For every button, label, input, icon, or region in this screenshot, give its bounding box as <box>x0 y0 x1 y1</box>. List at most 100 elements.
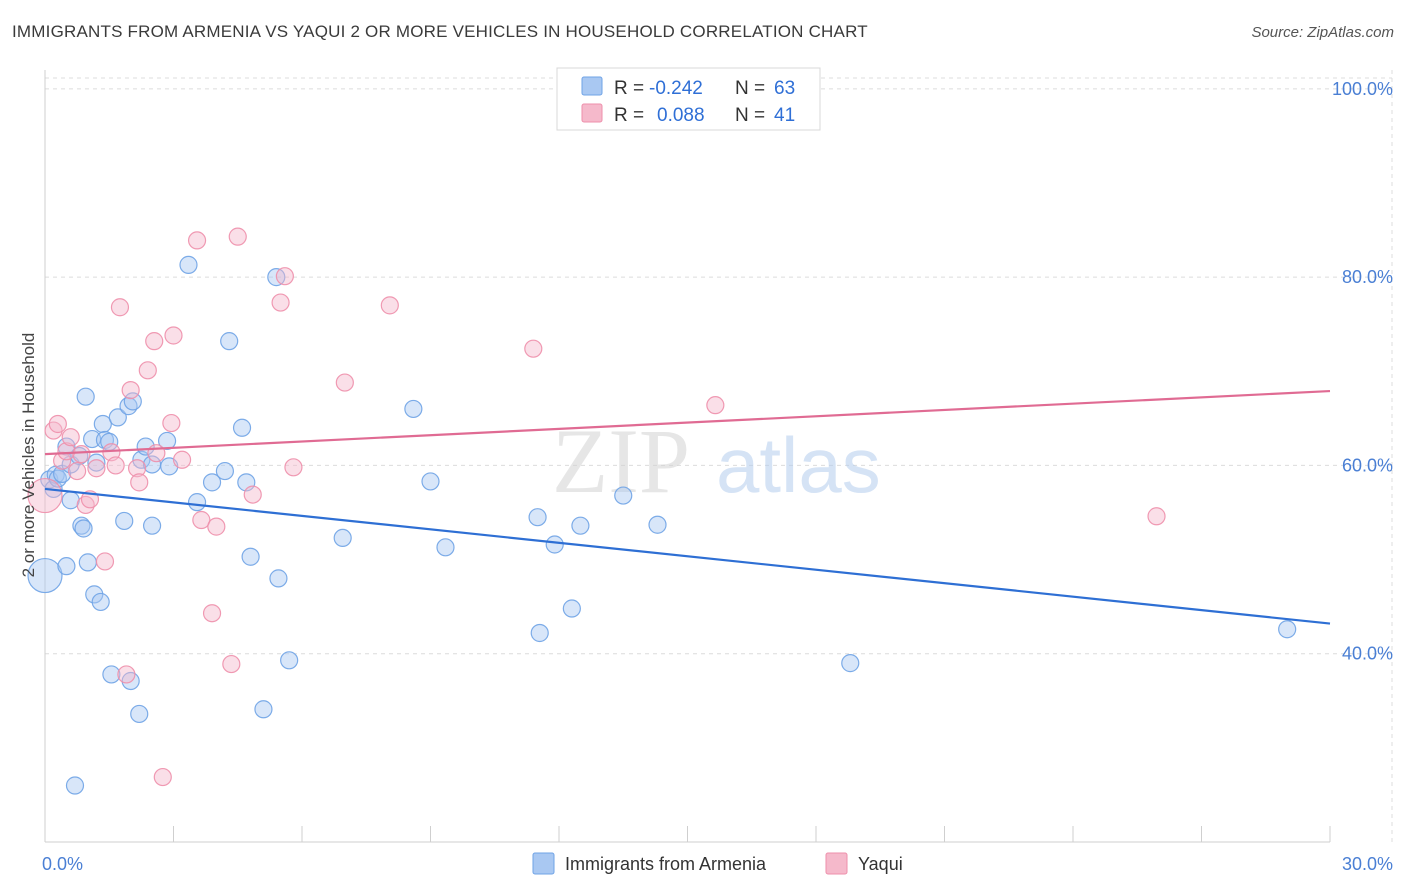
point-armenia-55 <box>562 599 581 618</box>
legend-n-label-yaqui: N = <box>735 105 765 126</box>
grid-lines <box>45 70 1393 842</box>
legend-swatch-yaqui <box>581 103 603 123</box>
point-armenia-54 <box>545 535 564 554</box>
point-armenia-36 <box>179 255 198 274</box>
point-armenia-25 <box>115 511 134 531</box>
point-armenia-39 <box>215 461 234 481</box>
y-tick-label-100: 100.0% <box>1332 79 1393 99</box>
point-armenia-57 <box>614 486 633 505</box>
point-armenia-53 <box>530 623 549 643</box>
point-armenia-47 <box>280 651 299 670</box>
point-yaqui-20 <box>145 332 164 351</box>
point-armenia-13 <box>74 519 93 538</box>
point-armenia-50 <box>421 472 440 491</box>
point-yaqui-33 <box>271 293 290 312</box>
point-armenia-56 <box>571 516 590 535</box>
point-armenia-24 <box>108 408 127 427</box>
point-armenia-12 <box>72 516 91 535</box>
point-armenia-60 <box>1278 620 1297 639</box>
point-armenia-34 <box>157 431 177 451</box>
point-armenia-32 <box>142 516 162 535</box>
axes <box>44 70 1331 843</box>
series-legend-label-armenia: Immigrants from Armenia <box>565 854 767 874</box>
point-yaqui-4 <box>57 442 76 461</box>
point-yaqui-21 <box>147 444 166 463</box>
point-yaqui-5 <box>61 428 80 447</box>
point-armenia-15 <box>78 553 97 572</box>
trend-lines <box>44 389 1331 625</box>
point-yaqui-11 <box>95 552 115 571</box>
point-armenia-51 <box>436 538 455 557</box>
point-yaqui-19 <box>138 361 157 380</box>
point-yaqui-34 <box>275 267 294 286</box>
point-yaqui-15 <box>117 665 136 684</box>
series-legend: Immigrants from Armenia Yaqui <box>532 852 903 875</box>
point-armenia-49 <box>404 399 423 419</box>
y-tick-label-80: 80.0% <box>1342 267 1393 287</box>
point-yaqui-2 <box>48 414 67 434</box>
legend-n-value-yaqui: 41 <box>774 105 795 126</box>
point-armenia-31 <box>136 437 155 456</box>
point-armenia-43 <box>241 547 260 566</box>
point-yaqui-36 <box>335 373 354 392</box>
point-armenia-48 <box>333 528 352 548</box>
point-yaqui-17 <box>127 459 147 478</box>
series-legend-label-yaqui: Yaqui <box>858 854 903 874</box>
point-armenia-37 <box>187 493 207 512</box>
point-yaqui-6 <box>68 461 87 481</box>
point-armenia-14 <box>76 387 95 406</box>
series-legend-swatch-yaqui <box>825 852 848 875</box>
point-yaqui-28 <box>202 604 222 623</box>
tick-labels: 40.0% 60.0% 80.0% 100.0% 0.0% 30.0% <box>42 79 1393 874</box>
point-yaqui-18 <box>130 473 149 492</box>
point-yaqui-38 <box>524 339 543 358</box>
point-armenia-0 <box>27 557 63 594</box>
x-tick-label-start: 0.0% <box>42 854 83 874</box>
point-yaqui-7 <box>72 445 91 464</box>
legend-r-label-yaqui: R = <box>614 105 644 126</box>
point-armenia-40 <box>220 332 239 351</box>
y-tick-label-40: 40.0% <box>1342 644 1393 664</box>
point-armenia-52 <box>528 508 547 527</box>
point-yaqui-30 <box>222 654 241 674</box>
legend-n-label-armenia: N = <box>735 78 765 99</box>
point-armenia-29 <box>130 704 149 724</box>
point-armenia-8 <box>61 491 80 510</box>
point-armenia-28 <box>123 392 142 411</box>
point-yaqui-0 <box>27 477 63 514</box>
legend-r-label-armenia: R = <box>614 78 644 99</box>
legend-n-value-armenia: 63 <box>774 78 795 99</box>
point-armenia-6 <box>57 437 76 456</box>
point-yaqui-35 <box>284 458 303 477</box>
chart-title: IMMIGRANTS FROM ARMENIA VS YAQUI 2 OR MO… <box>12 22 868 41</box>
point-armenia-41 <box>232 418 252 437</box>
point-yaqui-27 <box>192 510 211 530</box>
trend-line-armenia <box>44 487 1331 625</box>
point-armenia-17 <box>85 585 104 604</box>
point-yaqui-31 <box>228 227 247 246</box>
source-label: Source: ZipAtlas.com <box>1251 24 1394 41</box>
x-tick-label-end: 30.0% <box>1342 854 1393 874</box>
point-yaqui-23 <box>162 413 181 433</box>
point-armenia-44 <box>254 700 273 719</box>
trend-line-yaqui <box>44 389 1331 456</box>
point-armenia-38 <box>202 473 222 492</box>
series-legend-swatch-armenia <box>532 852 555 875</box>
point-armenia-20 <box>93 414 112 434</box>
point-yaqui-40 <box>1147 507 1166 526</box>
point-yaqui-25 <box>172 450 192 469</box>
point-armenia-9 <box>57 557 76 576</box>
legend-r-value-yaqui: 0.088 <box>657 105 705 126</box>
point-armenia-58 <box>648 515 667 534</box>
legend-swatch-armenia <box>581 76 603 96</box>
point-yaqui-37 <box>380 296 399 315</box>
point-yaqui-13 <box>106 456 125 475</box>
y-axis-label: 2 or more Vehicles in Household <box>19 333 38 578</box>
point-yaqui-22 <box>153 767 172 787</box>
correlation-legend: R = -0.242 N = 63 R = 0.088 N = 41 <box>556 67 821 131</box>
point-yaqui-14 <box>110 298 130 317</box>
point-yaqui-29 <box>207 517 226 536</box>
point-armenia-46 <box>269 569 288 588</box>
watermark-atlas: atlas <box>716 421 881 509</box>
